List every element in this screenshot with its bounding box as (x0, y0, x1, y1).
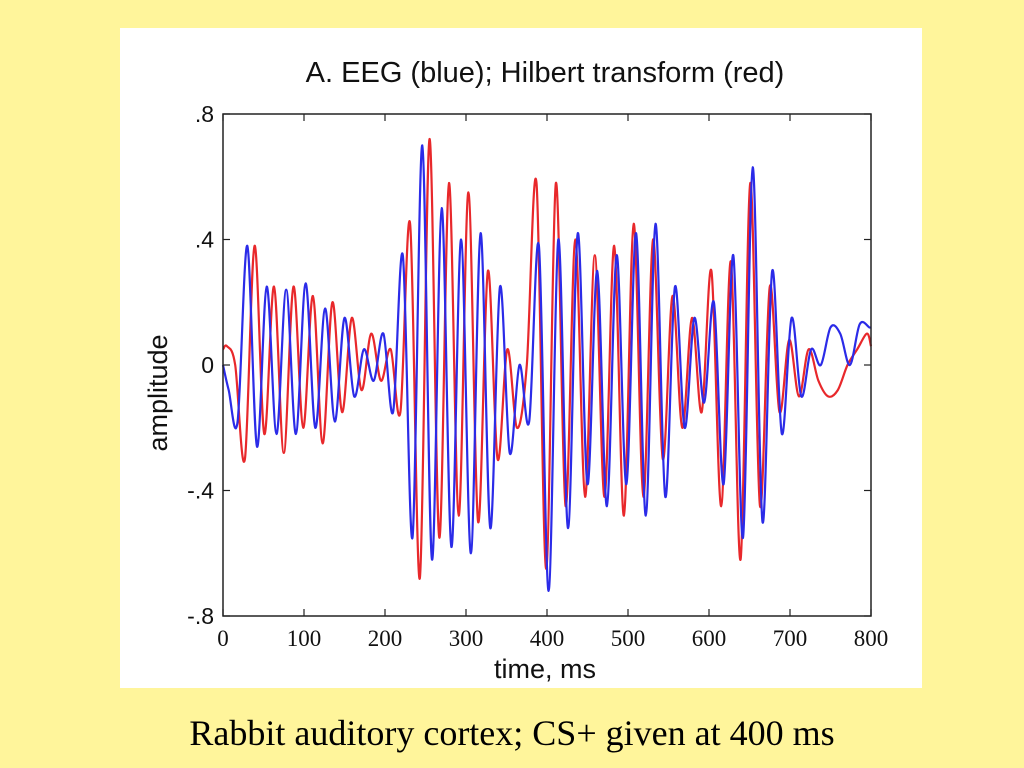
x-tick-label: 500 (611, 626, 646, 651)
x-tick-label: 0 (217, 626, 229, 651)
x-tick-label: 400 (530, 626, 565, 651)
x-tick-label: 700 (773, 626, 808, 651)
y-tick-label: .4 (195, 227, 214, 253)
x-tick-label: 200 (368, 626, 403, 651)
x-tick-label: 300 (449, 626, 484, 651)
x-axis-label: time, ms (494, 654, 596, 684)
chart-panel: A. EEG (blue); Hilbert transform (red) 0… (120, 28, 922, 688)
eeg-series-line (221, 144, 873, 593)
y-tick-label: -.8 (187, 603, 214, 629)
eeg-chart: A. EEG (blue); Hilbert transform (red) 0… (143, 57, 888, 684)
y-tick-label: .8 (195, 101, 214, 127)
x-tick-label: 800 (854, 626, 889, 651)
x-tick-label: 600 (692, 626, 727, 651)
chart-title: A. EEG (blue); Hilbert transform (red) (306, 57, 785, 89)
y-tick-label: -.4 (187, 478, 214, 504)
x-tick-label: 100 (287, 626, 322, 651)
tick-group: 0 100 200 300 400 500 600 700 800 .8 .4 0 -.4 -.8 (187, 101, 888, 651)
y-axis-label: amplitude (143, 334, 173, 451)
slide-caption: Rabbit auditory cortex; CS+ given at 400… (189, 713, 835, 753)
plot-lines (221, 137, 873, 593)
y-tick-label: 0 (201, 352, 214, 378)
